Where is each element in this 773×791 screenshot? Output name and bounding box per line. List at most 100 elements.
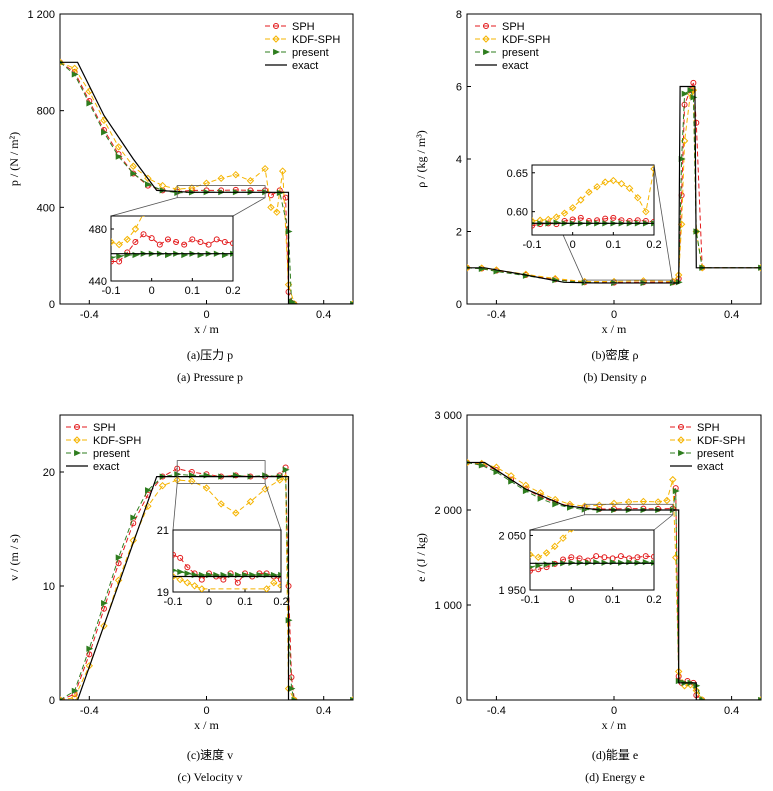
inset-point-kdf-sph	[650, 165, 654, 173]
x-axis-label: x / m	[194, 718, 219, 732]
x-tick-label: 0.4	[316, 309, 331, 321]
inset-point-sph	[230, 240, 233, 247]
inset-point-sph	[173, 551, 176, 558]
inset-point-kdf-sph	[560, 209, 569, 217]
series-line-present	[60, 61, 353, 304]
inset-point-kdf-sph	[551, 542, 559, 551]
inset-x-tick-label: 0	[570, 239, 576, 251]
inset-point-sph	[634, 554, 641, 561]
y-tick-label: 20	[43, 467, 55, 479]
data-point-kdf-sph	[202, 179, 211, 187]
inset-x-tick-label: 0.2	[225, 285, 240, 297]
inset-point-kdf-sph	[198, 585, 206, 592]
caption-c-cn: (c)速度 v	[186, 748, 234, 762]
inset-point-kdf-sph	[601, 178, 609, 186]
x-tick-label: 0	[611, 309, 617, 321]
data-point-kdf-sph	[610, 499, 618, 508]
data-point-kdf-sph	[100, 622, 108, 630]
y-axis-label: v / (m / s)	[7, 534, 21, 581]
inset-y-tick-label: 0.60	[507, 207, 528, 219]
inset-y-tick-label: 1 950	[498, 585, 526, 597]
chart-panel-0: -0.4 0 0.4 0 400 800 1 200 x / m p / (N / m²) SPH…	[7, 9, 354, 336]
data-point-sph	[86, 651, 93, 658]
inset-point-kdf-sph	[142, 216, 145, 218]
zoom-connector	[172, 483, 178, 531]
data-point-present	[282, 466, 290, 473]
legend-marker	[483, 48, 490, 56]
inset-point-kdf-sph	[542, 549, 551, 557]
data-point-present	[537, 495, 545, 502]
inset-point-sph	[601, 554, 608, 561]
inset-line-sph	[111, 233, 233, 262]
data-point-present	[130, 514, 138, 521]
data-point-present	[115, 554, 123, 561]
data-point-present	[350, 300, 353, 304]
zoom-connector	[653, 164, 674, 284]
data-point-present	[101, 599, 108, 607]
inset-point-sph	[148, 235, 155, 242]
data-point-present	[130, 170, 138, 177]
legend-marker	[74, 449, 81, 457]
data-point-kdf-sph	[246, 497, 255, 506]
data-point-kdf-sph	[70, 64, 79, 73]
inset-point-kdf-sph	[115, 240, 123, 249]
inset-x-tick-label: -0.1	[521, 594, 540, 606]
data-point-kdf-sph	[624, 498, 633, 506]
legend-marker	[678, 449, 685, 457]
inset-point-kdf-sph	[577, 196, 585, 204]
data-point-kdf-sph	[158, 481, 167, 490]
legend-label: SPH	[502, 21, 525, 33]
y-tick-label: 4	[456, 154, 462, 166]
data-point-kdf-sph	[261, 164, 269, 173]
inset-x-tick-label: 0	[568, 594, 574, 606]
legend-label: present	[697, 448, 734, 460]
inset-point-sph	[184, 564, 191, 571]
data-point-present	[101, 129, 108, 136]
x-tick-label: -0.4	[487, 705, 506, 717]
x-axis-label: x / m	[602, 322, 627, 336]
inset-point-sph	[221, 239, 228, 245]
x-tick-label: -0.4	[80, 309, 99, 321]
inset-point-kdf-sph	[262, 585, 271, 592]
inset-point-sph	[593, 553, 600, 560]
legend-marker	[73, 436, 81, 444]
inset-point-sph	[234, 579, 241, 586]
inset-point-sph	[197, 239, 204, 245]
inset-point-kdf-sph	[625, 184, 634, 193]
inset-point-kdf-sph	[173, 572, 177, 581]
data-point-kdf-sph	[144, 502, 152, 510]
y-tick-label: 8	[456, 9, 462, 21]
legend-label: KDF-SPH	[697, 435, 745, 447]
data-point-present	[681, 90, 689, 97]
y-tick-label: 2 000	[434, 505, 462, 517]
data-point-sph	[115, 560, 122, 567]
y-tick-label: 3 000	[434, 410, 462, 422]
y-tick-label: 1 000	[434, 600, 462, 612]
chart-panel-1: -0.4 0 0.4 0 2 4 6 8 x / m ρ / (kg / m³) SPHKDF-SP…	[414, 9, 762, 336]
inset-point-kdf-sph	[176, 575, 184, 584]
zoom-region	[176, 460, 266, 484]
data-point-present	[115, 153, 123, 160]
zoom-connector	[653, 514, 674, 531]
caption-d-cn: (d)能量 e	[591, 748, 639, 762]
x-tick-label: 0	[203, 309, 209, 321]
data-point-kdf-sph	[70, 694, 79, 700]
data-point-kdf-sph	[273, 208, 281, 216]
inset-point-sph	[530, 567, 533, 574]
series-line-sph	[60, 61, 353, 304]
inset-point-sph	[116, 258, 123, 265]
y-tick-label: 6	[456, 82, 462, 94]
inset-point-sph	[213, 236, 220, 243]
inset-point-kdf-sph	[123, 235, 131, 244]
inset-point-sph	[532, 222, 535, 229]
inset-point-kdf-sph	[183, 578, 192, 587]
data-point-kdf-sph	[522, 481, 530, 490]
data-point-present	[350, 696, 353, 700]
legend-label: exact	[292, 60, 318, 72]
data-point-kdf-sph	[654, 498, 662, 506]
data-point-kdf-sph	[669, 475, 677, 484]
legend-label: exact	[93, 461, 119, 473]
series-line-present	[467, 89, 761, 284]
series-group	[60, 58, 353, 304]
